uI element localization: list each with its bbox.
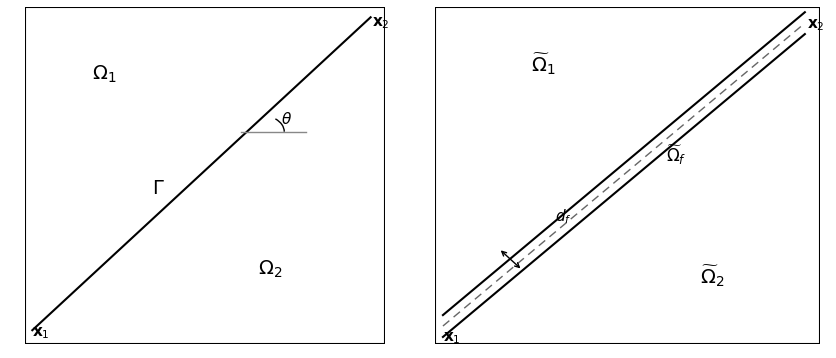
Text: $\widetilde{\Omega}_2$: $\widetilde{\Omega}_2$ [700,263,724,289]
Text: $\Gamma$: $\Gamma$ [151,180,165,198]
Text: $\widetilde{\Omega}_f$: $\widetilde{\Omega}_f$ [665,143,686,167]
Text: $\mathbf{x}_2$: $\mathbf{x}_2$ [806,17,823,33]
Text: $\widetilde{\Omega}_1$: $\widetilde{\Omega}_1$ [530,52,554,77]
Text: $\Omega_1$: $\Omega_1$ [92,64,116,85]
Text: $\mathbf{x}_1$: $\mathbf{x}_1$ [442,330,460,346]
Text: $\mathbf{x}_2$: $\mathbf{x}_2$ [372,16,390,31]
Text: $\theta$: $\theta$ [280,111,291,127]
Text: $\Omega_2$: $\Omega_2$ [257,259,282,280]
Text: $\mathbf{x}_1$: $\mathbf{x}_1$ [33,325,50,341]
Text: $d_f$: $d_f$ [554,207,571,226]
